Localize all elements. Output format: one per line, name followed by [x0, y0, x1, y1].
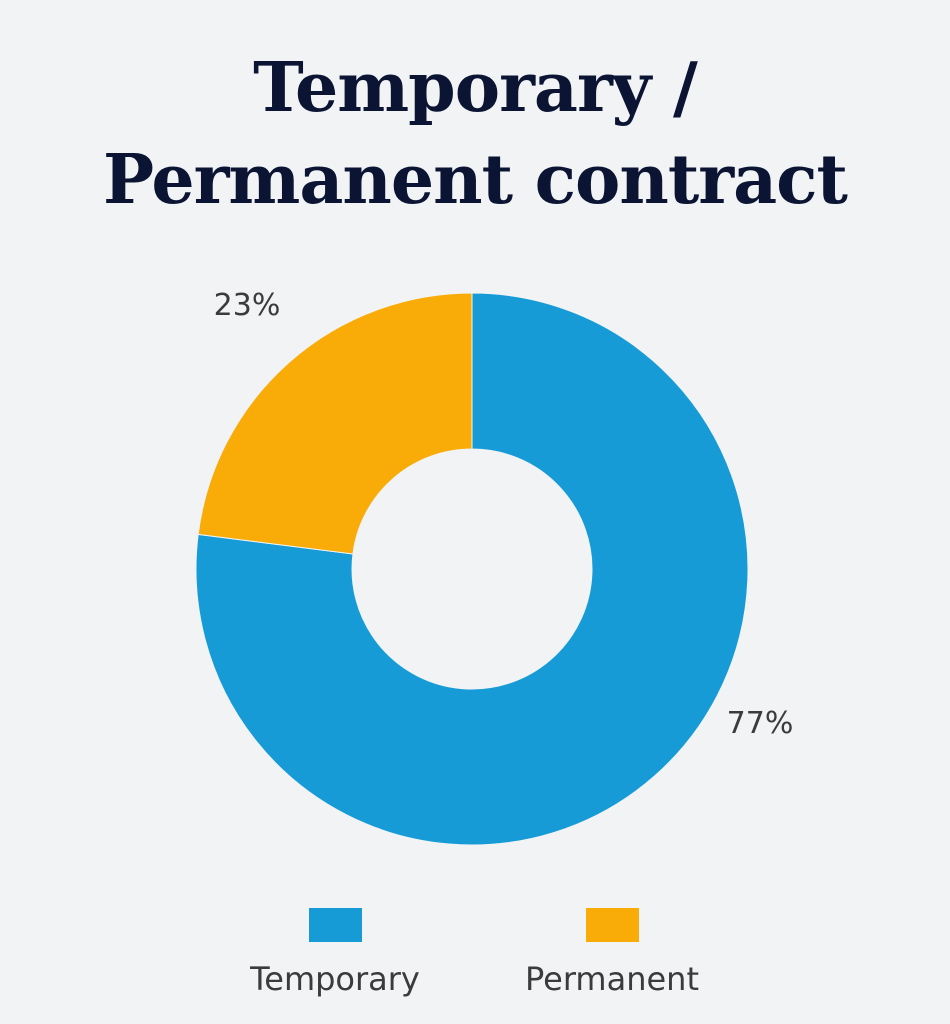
- data-label-permanent: 23%: [214, 288, 281, 323]
- data-label-temporary: 77%: [727, 706, 794, 741]
- legend-swatch-permanent: [586, 908, 639, 942]
- legend-swatch-temporary: [309, 908, 362, 942]
- donut-slice-temporary: [195, 292, 749, 846]
- legend-label-temporary: Temporary: [250, 960, 420, 998]
- legend-label-permanent: Permanent: [524, 960, 699, 998]
- chart-title: Temporary / Permanent contract: [0, 42, 950, 226]
- donut-slice-permanent: [197, 292, 473, 555]
- chart-title-line-1: Temporary /: [253, 48, 698, 128]
- chart-title-line-2: Permanent contract: [103, 140, 848, 220]
